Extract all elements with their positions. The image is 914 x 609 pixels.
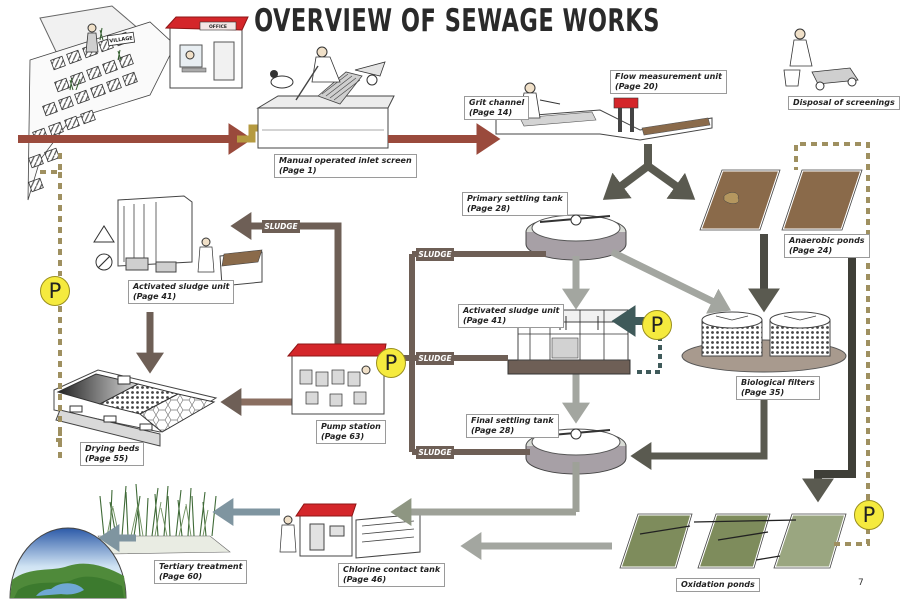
label-biological-filters: Biological filters (Page 35) — [736, 376, 820, 400]
sludge-to-activated-unit-arrow — [230, 212, 342, 344]
sludge-tag-primary: SLUDGE — [416, 248, 454, 261]
screenings-disposal-illustration — [783, 28, 859, 91]
office-sign: OFFICE — [209, 24, 227, 30]
chlorine-contact-tank-illustration — [279, 503, 421, 559]
drying-beds-return-dashed-line — [54, 172, 62, 442]
pump-station-illustration — [286, 343, 387, 415]
oxidation-ponds-illustration — [617, 512, 849, 570]
flow-to-primary-arrow — [602, 144, 652, 200]
biological-filters-illustration — [681, 311, 847, 373]
village-illustration — [27, 5, 176, 201]
anaerobic-ponds-illustration — [697, 168, 865, 232]
label-oxidation-ponds: Oxidation ponds — [676, 578, 760, 592]
label-tertiary-treatment: Tertiary treatment (Page 60) — [154, 560, 248, 584]
activated-sludge-unit-top-illustration — [93, 195, 263, 287]
oxidation-pump-dashed-line — [834, 528, 870, 546]
label-chlorine-contact: Chlorine contact tank (Page 46) — [338, 563, 446, 587]
label-screenings-disposal: Disposal of screenings — [788, 96, 900, 110]
label-drying-beds: Drying beds (Page 55) — [80, 442, 145, 466]
flow-to-ponds-arrow — [645, 162, 696, 200]
activated-sludge-unit-mid-illustration — [507, 309, 631, 375]
label-activated-sludge-top: Activated sludge unit (Page 41) — [128, 280, 235, 304]
pump-marker-oxidation: P — [854, 500, 884, 530]
label-inlet-screen: Manual operated inlet screen (Page 1) — [274, 154, 417, 178]
pump-marker-station: P — [376, 348, 406, 378]
label-primary-settling: Primary settling tank (Page 28) — [462, 192, 568, 216]
page-number: 7 — [858, 578, 864, 588]
screenings-pump-dashed-line — [794, 142, 870, 500]
label-grit-channel: Grit channel (Page 14) — [464, 96, 530, 120]
flow-measurement-illustration — [613, 97, 639, 132]
sludge-tag-top: SLUDGE — [262, 220, 300, 233]
drying-beds-illustration — [53, 369, 218, 447]
tertiary-treatment-illustration — [97, 483, 231, 555]
primary-settling-tank-illustration — [525, 214, 627, 261]
label-final-settling: Final settling tank (Page 28) — [466, 414, 559, 438]
office-building — [164, 16, 249, 89]
grit-channel-illustration — [495, 82, 713, 141]
label-anaerobic-ponds: Anaerobic ponds (Page 24) — [784, 234, 870, 258]
label-pump-station: Pump station (Page 63) — [316, 420, 386, 444]
sludge-tag-activated: SLUDGE — [416, 352, 454, 365]
anaerobic-to-oxidation-arrow — [802, 234, 856, 503]
pump-marker-drying-beds: P — [40, 276, 70, 306]
label-activated-sludge-mid: Activated sludge unit (Page 41) — [458, 304, 565, 328]
return-sludge-dashed-line — [636, 336, 662, 374]
village-sign: VILLAGE — [109, 35, 134, 44]
primary-to-filters-arrow — [610, 248, 732, 314]
filters-to-final-arrow — [630, 378, 768, 470]
river-landscape-illustration — [9, 527, 127, 599]
page-title: OVERVIEW OF SEWAGE WORKS — [254, 2, 660, 39]
inlet-screen-illustration — [256, 46, 395, 149]
label-flow-measurement: Flow measurement unit (Page 20) — [610, 70, 727, 94]
pump-marker-activated: P — [642, 310, 672, 340]
inlet-pipe — [237, 124, 262, 143]
sludge-tag-final: SLUDGE — [416, 446, 454, 459]
